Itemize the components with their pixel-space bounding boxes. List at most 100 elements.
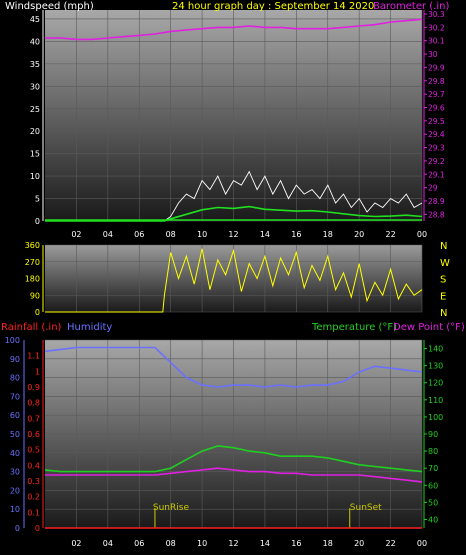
compass-label: N [440, 308, 447, 319]
temperature-tick-label: 90 [428, 430, 438, 439]
series-line [44, 445, 423, 473]
hour-tick-label: 04 [103, 230, 113, 239]
windspeed-tick-label: 5 [35, 195, 40, 204]
barometer-tick-label: 29.1 [428, 170, 445, 179]
rain-tick-label: 0.9 [27, 383, 40, 392]
graph-title: 24 hour graph day : September 14 2020 [172, 1, 374, 12]
compass-label: S [440, 275, 446, 286]
hour-tick-label: 22 [385, 539, 395, 548]
hour-tick-label: 00 [417, 230, 427, 239]
hour-tick-label: 06 [134, 539, 144, 548]
direction-tick-label: 360 [25, 241, 40, 250]
humidity-tick-label: 10 [10, 505, 20, 514]
hour-tick-label: 20 [354, 230, 364, 239]
hour-tick-label: 04 [103, 539, 113, 548]
windspeed-tick-label: 0 [35, 217, 40, 226]
barometer-tick-label: 30 [428, 50, 438, 59]
rain-tick-label: 1 [35, 367, 40, 376]
humidity-tick-label: 20 [10, 486, 20, 495]
humidity-tick-label: 90 [10, 355, 20, 364]
rain-tick-label: 0.6 [27, 430, 40, 439]
barometer-tick-label: 29.6 [428, 103, 445, 112]
hour-tick-label: 20 [354, 539, 364, 548]
rain-tick-label: 0.7 [27, 414, 40, 423]
rain-tick-label: 0.3 [27, 477, 40, 486]
barometer-tick-label: 29 [428, 184, 438, 193]
temperature-tick-label: 50 [428, 498, 438, 507]
hour-tick-label: 02 [71, 539, 81, 548]
humidity-tick-label: 30 [10, 468, 20, 477]
barometer-tick-label: 29.4 [428, 130, 445, 139]
barometer-tick-label: 30.1 [428, 37, 445, 46]
barometer-tick-label: 29.9 [428, 63, 445, 72]
direction-tick-label: 90 [30, 291, 40, 300]
humidity-tick-label: 60 [10, 411, 20, 420]
barometer-tick-label: 29.3 [428, 144, 445, 153]
temperature-tick-label: 140 [428, 345, 443, 354]
series-line [45, 18, 423, 41]
hour-tick-label: 10 [197, 230, 207, 239]
dewpoint-axis-title: Dew Point (°F) [393, 322, 465, 333]
humidity-tick-label: 100 [5, 336, 20, 345]
hour-tick-label: 12 [228, 230, 238, 239]
direction-line [45, 248, 423, 313]
hour-tick-label: 14 [260, 539, 270, 548]
barometer-tick-label: 29.8 [428, 77, 445, 86]
windspeed-tick-label: 45 [30, 15, 40, 24]
rain-tick-label: 0.2 [27, 493, 40, 502]
hour-tick-label: 16 [291, 539, 301, 548]
hour-tick-label: 18 [323, 230, 333, 239]
rain-tick-label: 0 [35, 524, 40, 533]
series-line [45, 467, 423, 483]
direction-tick-label: 0 [35, 308, 40, 317]
sun-label: SunRise [153, 503, 190, 513]
sun-label: SunSet [350, 503, 382, 513]
humidity-axis-title: Humidity [67, 322, 112, 333]
direction-tick-label: 270 [25, 258, 40, 267]
direction-tick-label: 180 [25, 275, 40, 284]
humidity-tick-label: 80 [10, 374, 20, 383]
hour-tick-label: 14 [260, 230, 270, 239]
barometer-tick-label: 28.8 [428, 210, 445, 219]
hour-tick-label: 10 [197, 539, 207, 548]
hour-tick-label: 22 [385, 230, 395, 239]
hour-tick-label: 08 [166, 539, 176, 548]
barometer-tick-label: 29.5 [428, 117, 445, 126]
hour-tick-label: 08 [166, 230, 176, 239]
temperature-axis-title: Temperature (°F) [311, 322, 397, 333]
windspeed-tick-label: 10 [30, 172, 40, 181]
hour-tick-label: 00 [417, 539, 427, 548]
temperature-tick-label: 60 [428, 481, 438, 490]
hour-tick-label: 18 [323, 539, 333, 548]
barometer-tick-label: 28.9 [428, 197, 445, 206]
humidity-tick-label: 70 [10, 392, 20, 401]
temperature-tick-label: 40 [428, 515, 438, 524]
windspeed-tick-label: 40 [30, 37, 40, 46]
compass-label: W [440, 258, 450, 269]
rainfall-axis-title: Rainfall (.in) [1, 322, 62, 333]
hour-tick-label: 16 [291, 230, 301, 239]
temperature-tick-label: 120 [428, 379, 443, 388]
barometer-tick-label: 29.2 [428, 157, 445, 166]
hour-tick-label: 06 [134, 230, 144, 239]
temperature-tick-label: 110 [428, 396, 443, 405]
series-line [44, 346, 423, 388]
rain-tick-label: 0.5 [27, 446, 40, 455]
rain-tick-label: 0.8 [27, 399, 40, 408]
barometer-tick-label: 30.2 [428, 23, 445, 32]
windspeed-tick-label: 35 [30, 60, 40, 69]
barometer-tick-label: 29.7 [428, 90, 445, 99]
windspeed-axis-title: Windspeed (mph) [5, 1, 94, 12]
barometer-tick-label: 30.3 [428, 10, 445, 19]
series-line [45, 170, 423, 222]
rain-tick-label: 1.1 [27, 352, 40, 361]
humidity-tick-label: 40 [10, 449, 20, 458]
series-line [45, 205, 423, 222]
temperature-tick-label: 100 [428, 413, 443, 422]
compass-label: N [440, 241, 447, 252]
windspeed-tick-label: 30 [30, 82, 40, 91]
humidity-tick-label: 50 [10, 430, 20, 439]
windspeed-tick-label: 15 [30, 150, 40, 159]
